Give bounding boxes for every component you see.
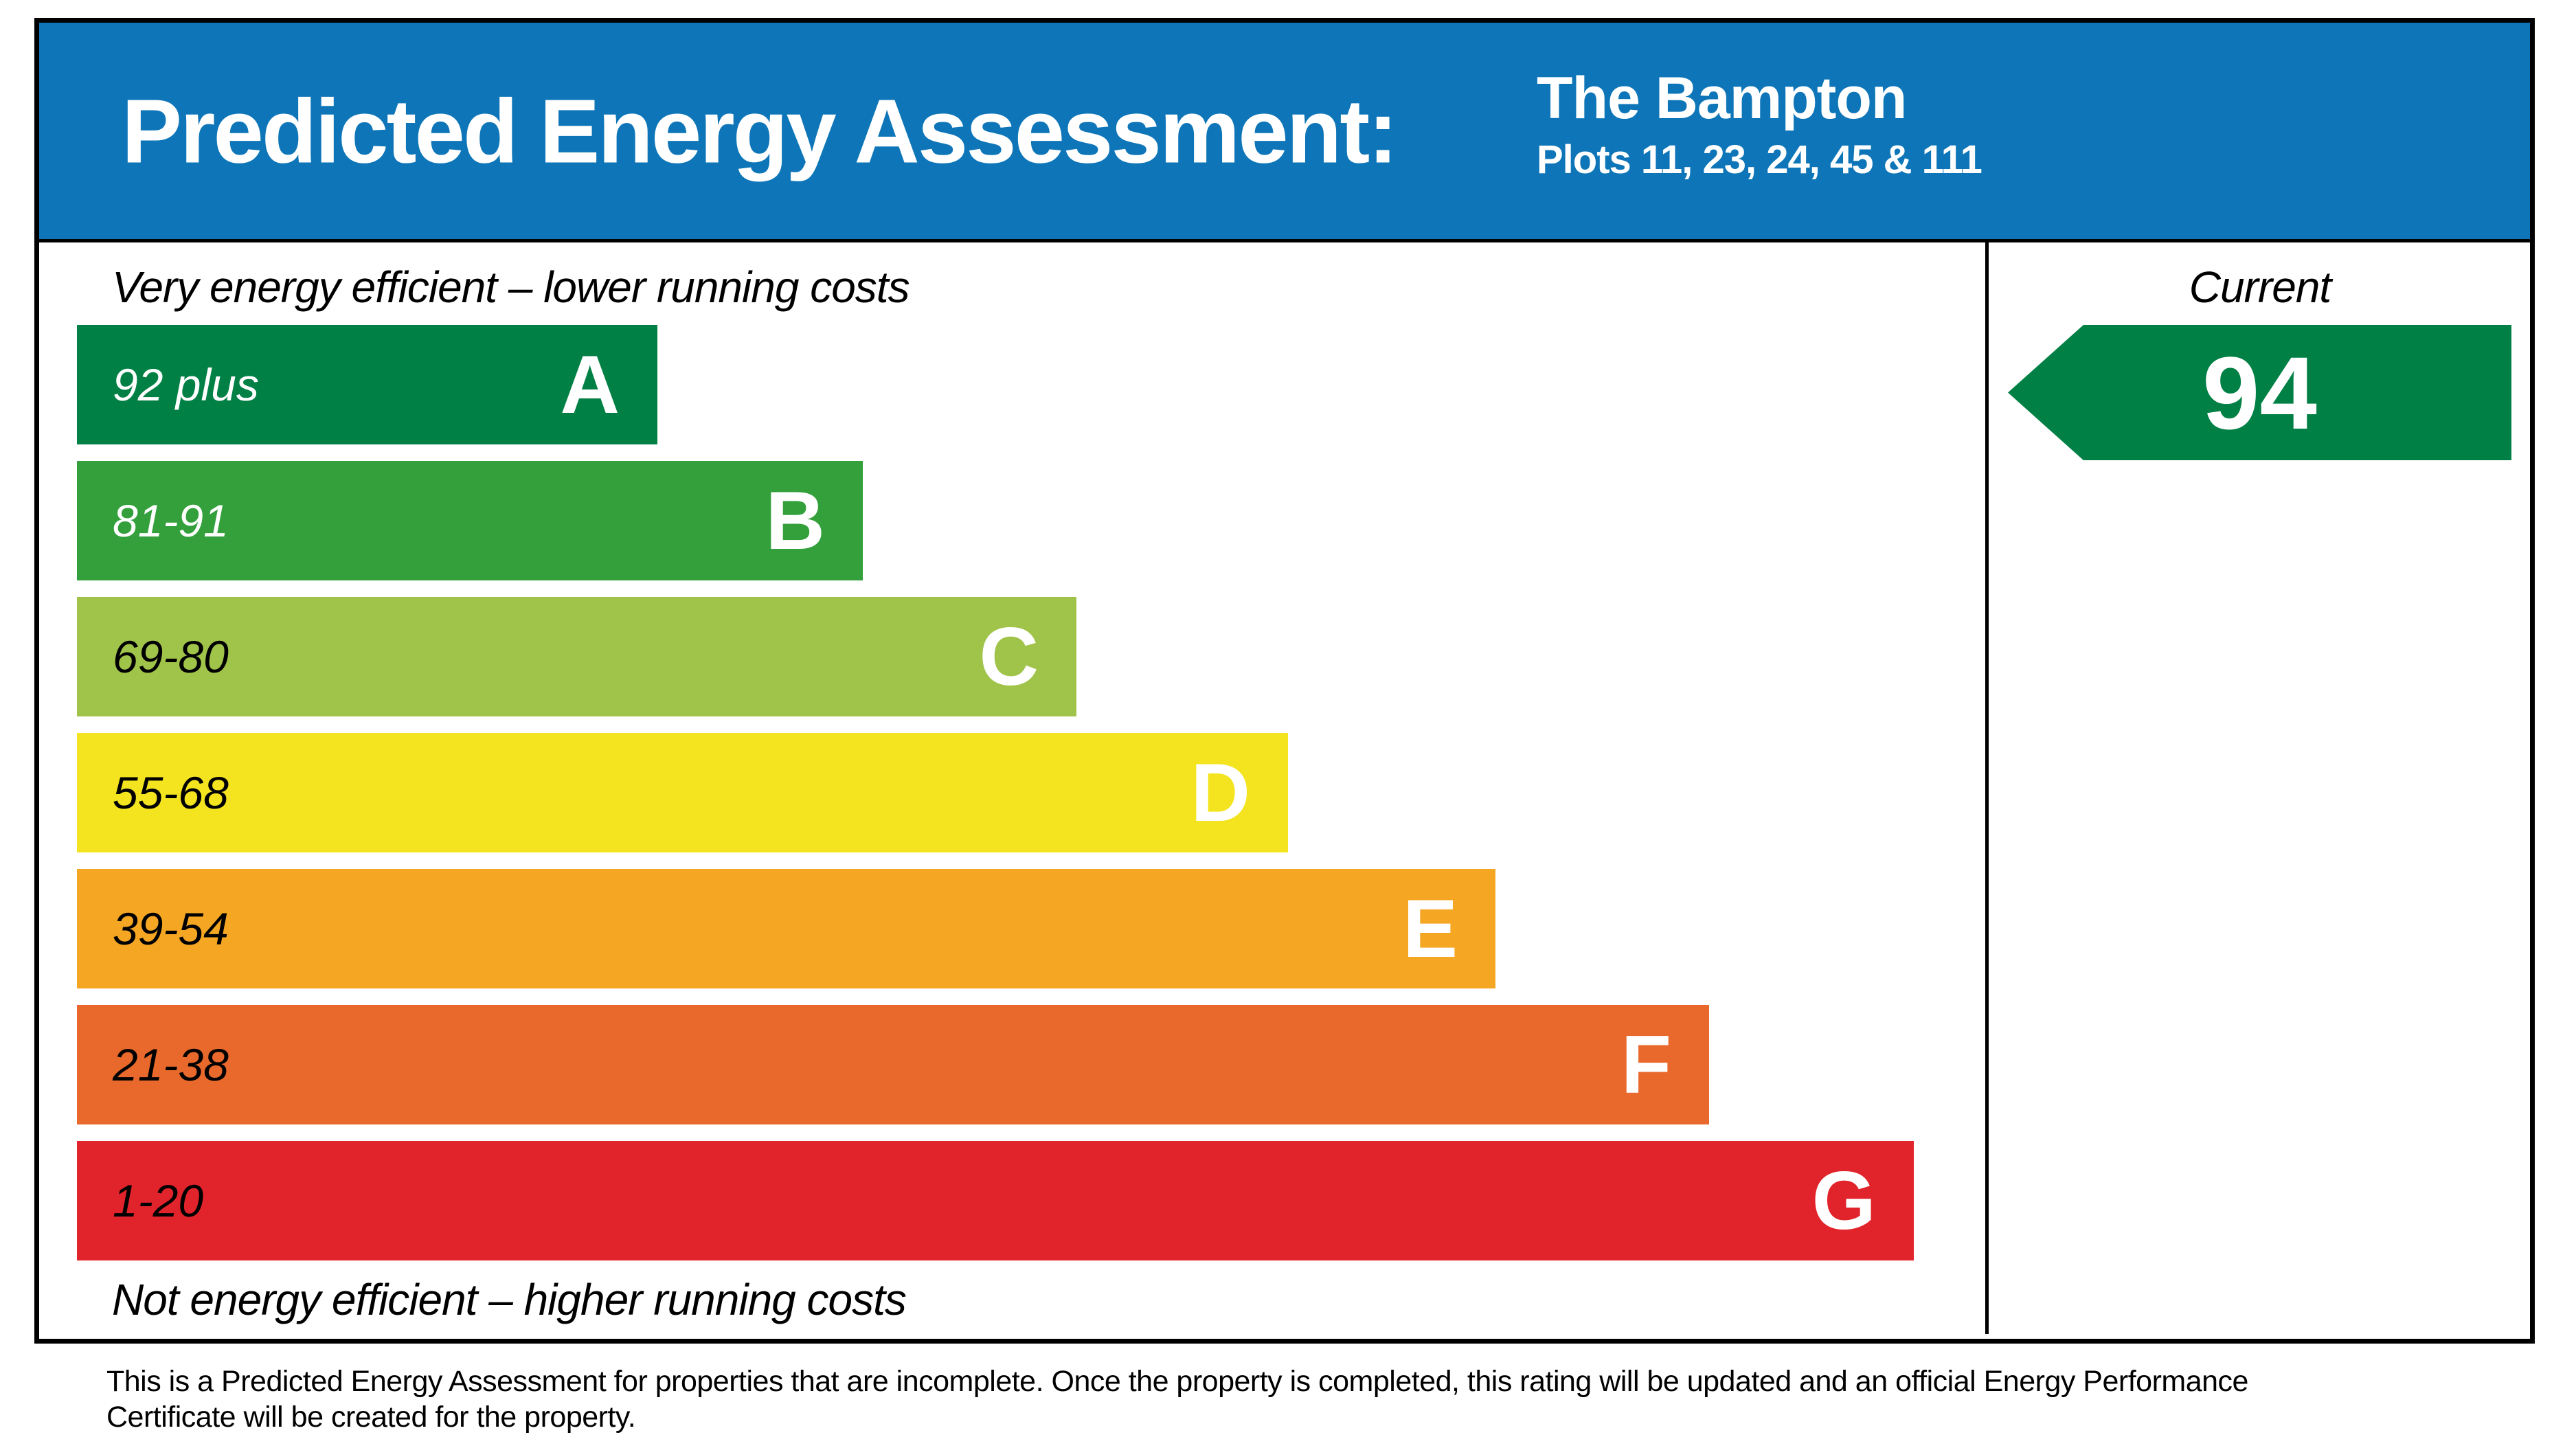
epc-body: Very energy efficient – lower running co… <box>39 242 2530 1334</box>
top-scale-label: Very energy efficient – lower running co… <box>112 262 910 312</box>
property-name: The Bampton <box>1537 65 1907 131</box>
band-letter: E <box>1402 883 1458 975</box>
band-F: 21-38 F <box>77 1005 1709 1124</box>
band-range: 55-68 <box>113 767 229 818</box>
band-A: 92 plus A <box>77 325 657 444</box>
band-letter: B <box>765 475 825 567</box>
bottom-scale-label: Not energy efficient – higher running co… <box>112 1275 907 1324</box>
current-rating-value: 94 <box>2202 335 2317 451</box>
band-range: 92 plus <box>113 359 259 410</box>
property-info: The Bampton Plots 11, 23, 24, 45 & 111 <box>1537 63 1982 186</box>
page-title: Predicted Energy Assessment: <box>122 80 1398 181</box>
current-column-label: Current <box>2189 262 2331 312</box>
column-divider <box>1985 242 1989 1334</box>
property-plots: Plots 11, 23, 24, 45 & 111 <box>1537 137 1982 182</box>
current-rating-arrow: 94 <box>2008 325 2511 460</box>
band-range: 69-80 <box>113 631 229 682</box>
band-range: 39-54 <box>113 903 229 954</box>
band-letter: F <box>1620 1019 1671 1111</box>
band-letter: D <box>1190 747 1250 839</box>
footer-line: This is a Predicted Energy Assessment fo… <box>106 1365 2248 1398</box>
band-C: 69-80 C <box>77 597 1076 716</box>
band-B: 81-91 B <box>77 461 863 580</box>
band-G: 1-20 G <box>77 1141 1914 1260</box>
footer-line: Certificate will be created for the prop… <box>106 1401 636 1434</box>
band-E: 39-54 E <box>77 869 1495 988</box>
band-D: 55-68 D <box>77 733 1288 852</box>
band-letter: A <box>560 339 620 431</box>
band-range: 81-91 <box>113 495 229 546</box>
epc-header: Predicted Energy Assessment: The Bampton… <box>39 23 2530 242</box>
band-letter: G <box>1811 1155 1876 1247</box>
band-range: 1-20 <box>113 1175 204 1226</box>
band-range: 21-38 <box>113 1039 229 1090</box>
bars: 92 plus A 81-91 B 69-80 C 55-68 D 39-54 E 21-38 F 1-… <box>77 325 1914 1277</box>
epc-chart: Predicted Energy Assessment: The Bampton… <box>34 18 2535 1344</box>
footer-disclaimer: This is a Predicted Energy Assessment fo… <box>106 1364 2248 1435</box>
band-letter: C <box>979 611 1039 703</box>
